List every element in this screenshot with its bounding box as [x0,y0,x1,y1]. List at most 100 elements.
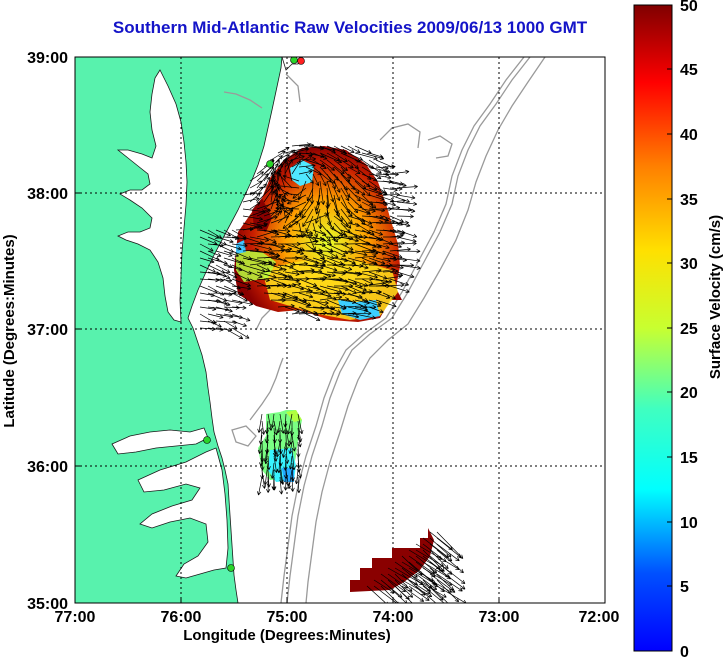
velocity-arrow [375,215,389,222]
velocity-arrow [312,250,335,260]
velocity-arrow [389,233,404,239]
velocity-arrow [312,222,319,238]
velocity-arrow [215,236,234,244]
velocity-arrow [199,320,217,325]
velocity-arrow [277,149,296,161]
velocity-arrow [354,271,378,279]
velocity-arrow [290,476,295,492]
velocity-arrow [215,327,233,332]
velocity-arrow [305,213,329,224]
velocity-arrow [396,229,418,238]
x-tick-label: 73:00 [479,609,520,626]
velocity-arrow [340,243,354,251]
x-tick-label: 76:00 [161,609,202,626]
velocity-arrow [223,271,238,279]
velocity-arrow [340,236,359,243]
velocity-arrow [354,285,367,292]
velocity-arrow [277,229,291,233]
velocity-arrow [284,282,302,287]
velocity-arrow [264,448,269,465]
velocity-arrow [326,152,341,161]
velocity-arrow [199,257,215,264]
velocity-arrow [263,275,288,280]
velocity-arrow [270,413,275,429]
velocity-arrow [286,194,307,205]
velocity-arrow [274,193,280,210]
velocity-arrow [279,207,293,217]
velocity-field-south [350,528,434,592]
velocity-arrow [436,555,460,570]
velocity-arrow [347,187,361,202]
velocity-arrow [279,476,284,495]
velocity-arrow [396,264,421,270]
velocity-arrow [396,249,421,254]
velocity-arrow [249,222,268,231]
velocity-arrow [305,243,325,260]
velocity-arrow [396,201,418,206]
velocity-arrow [291,160,301,175]
velocity-arrow [284,207,294,224]
velocity-arrow [361,299,382,308]
velocity-arrow [215,306,233,313]
velocity-arrow [312,173,320,187]
velocity-arrow [361,278,374,285]
velocity-arrow [305,229,316,251]
velocity-arrow [396,194,416,200]
velocity-arrow [389,180,404,186]
velocity-arrow [436,567,466,590]
velocity-arrow [298,239,319,245]
y-tick-label: 38:00 [27,186,68,203]
velocity-arrow [282,215,300,229]
velocity-arrow [368,306,384,314]
velocity-arrow [394,585,413,603]
colorbar-tick-label: 15 [680,450,698,467]
velocity-arrow [347,257,366,265]
velocity-arrow [297,462,303,479]
velocity-arrow [326,250,339,259]
velocity-arrow [207,313,224,319]
colorbar-tick-label: 40 [680,127,698,144]
velocity-arrow [231,271,251,282]
velocity-arrow [396,184,418,189]
velocity-arrow [231,299,254,306]
velocity-arrow [319,295,343,301]
colorbar-tick-label: 30 [680,256,698,273]
velocity-arrow [361,159,382,174]
velocity-arrow [231,243,248,248]
velocity-arrow [333,187,341,202]
velocity-arrow [396,208,416,213]
velocity-arrow [231,250,252,261]
velocity-arrow [340,303,364,309]
velocity-arrow [277,247,293,252]
velocity-arrow [231,278,251,287]
bathymetry-contours [223,57,546,603]
velocity-arrow [297,413,304,435]
velocity-arrow [396,222,411,228]
velocity-arrow [375,299,397,308]
velocity-arrow [373,585,399,603]
velocity-arrow [298,156,317,162]
velocity-arrow [277,146,290,154]
velocity-arrow [368,152,384,159]
velocity-arrow [305,264,324,270]
velocity-arrow [292,187,307,199]
velocity-arrow [298,292,314,299]
velocity-arrow [291,213,302,224]
velocity-arrow [389,169,410,175]
velocity-arrow [396,257,421,263]
velocity-arrow [231,305,247,310]
velocity-arrow [340,201,353,217]
velocity-arrow [319,229,331,242]
velocity-arrow [223,327,244,340]
velocity-arrow [256,183,267,196]
velocity-arrow [347,145,361,154]
velocity-arrow [275,206,300,211]
velocity-arrow [326,180,335,203]
velocity-arrow [297,434,302,448]
velocity-arrow [429,549,449,570]
velocity-arrow [270,187,280,210]
velocity-arrow [215,271,231,279]
velocity-arrow [288,441,293,455]
velocity-arrow [275,441,281,458]
